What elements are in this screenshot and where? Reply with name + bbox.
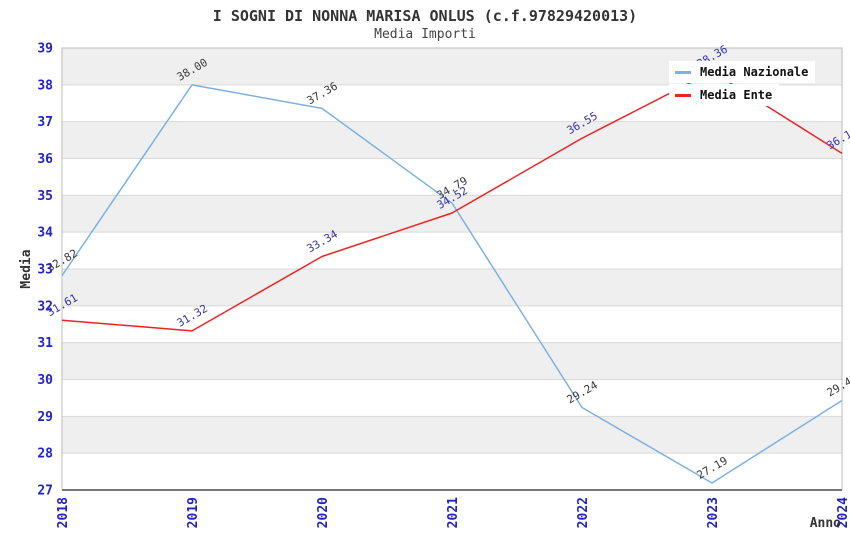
plot-band	[62, 342, 842, 380]
x-tick-label: 2023	[706, 497, 721, 528]
chart-legend: Media Nazionale Media Ente	[669, 61, 816, 106]
y-tick-label: 29	[37, 410, 53, 425]
data-label-media-nazionale: 29.24	[565, 378, 601, 406]
y-tick-label: 34	[37, 226, 53, 241]
page-title: I SOGNI DI NONNA MARISA ONLUS (c.f.97829…	[212, 7, 638, 25]
y-tick-label: 35	[37, 189, 53, 204]
series-line-media-nazionale	[61, 84, 843, 484]
x-tick-label: 2018	[56, 497, 71, 528]
media-ente-line-icon	[675, 93, 691, 97]
y-tick-label: 27	[37, 484, 53, 499]
x-tick-label: 2020	[316, 497, 331, 528]
x-tick-label: 2021	[446, 497, 461, 528]
plot-band	[62, 121, 842, 159]
legend-label-media-ente: Media Ente	[700, 88, 773, 102]
chart-subtitle: Media Importi	[374, 27, 476, 42]
media-nazionale-line-icon	[675, 70, 691, 74]
legend-item-media-nazionale: Media Nazionale	[669, 61, 816, 83]
legend-item-media-ente: Media Ente	[669, 84, 780, 106]
y-tick-label: 33	[37, 263, 53, 278]
plot-band	[62, 269, 842, 306]
x-tick-label: 2019	[186, 497, 201, 528]
plot-band	[62, 416, 842, 454]
y-tick-label: 37	[37, 115, 53, 130]
y-tick-label: 31	[37, 336, 53, 351]
y-tick-label: 38	[37, 78, 53, 93]
y-tick-label: 36	[37, 152, 53, 167]
y-axis-label: Media	[19, 249, 34, 288]
x-axis-label: Anno	[810, 516, 841, 531]
y-tick-label: 32	[37, 299, 53, 314]
data-label-media-nazionale: 27.19	[695, 454, 730, 482]
x-tick-label: 2024	[836, 497, 850, 528]
y-tick-label: 30	[37, 373, 53, 388]
y-tick-label: 28	[37, 447, 53, 462]
legend-label-media-nazionale: Media Nazionale	[700, 65, 809, 79]
x-tick-label: 2022	[576, 497, 591, 528]
y-tick-label: 39	[37, 42, 53, 57]
